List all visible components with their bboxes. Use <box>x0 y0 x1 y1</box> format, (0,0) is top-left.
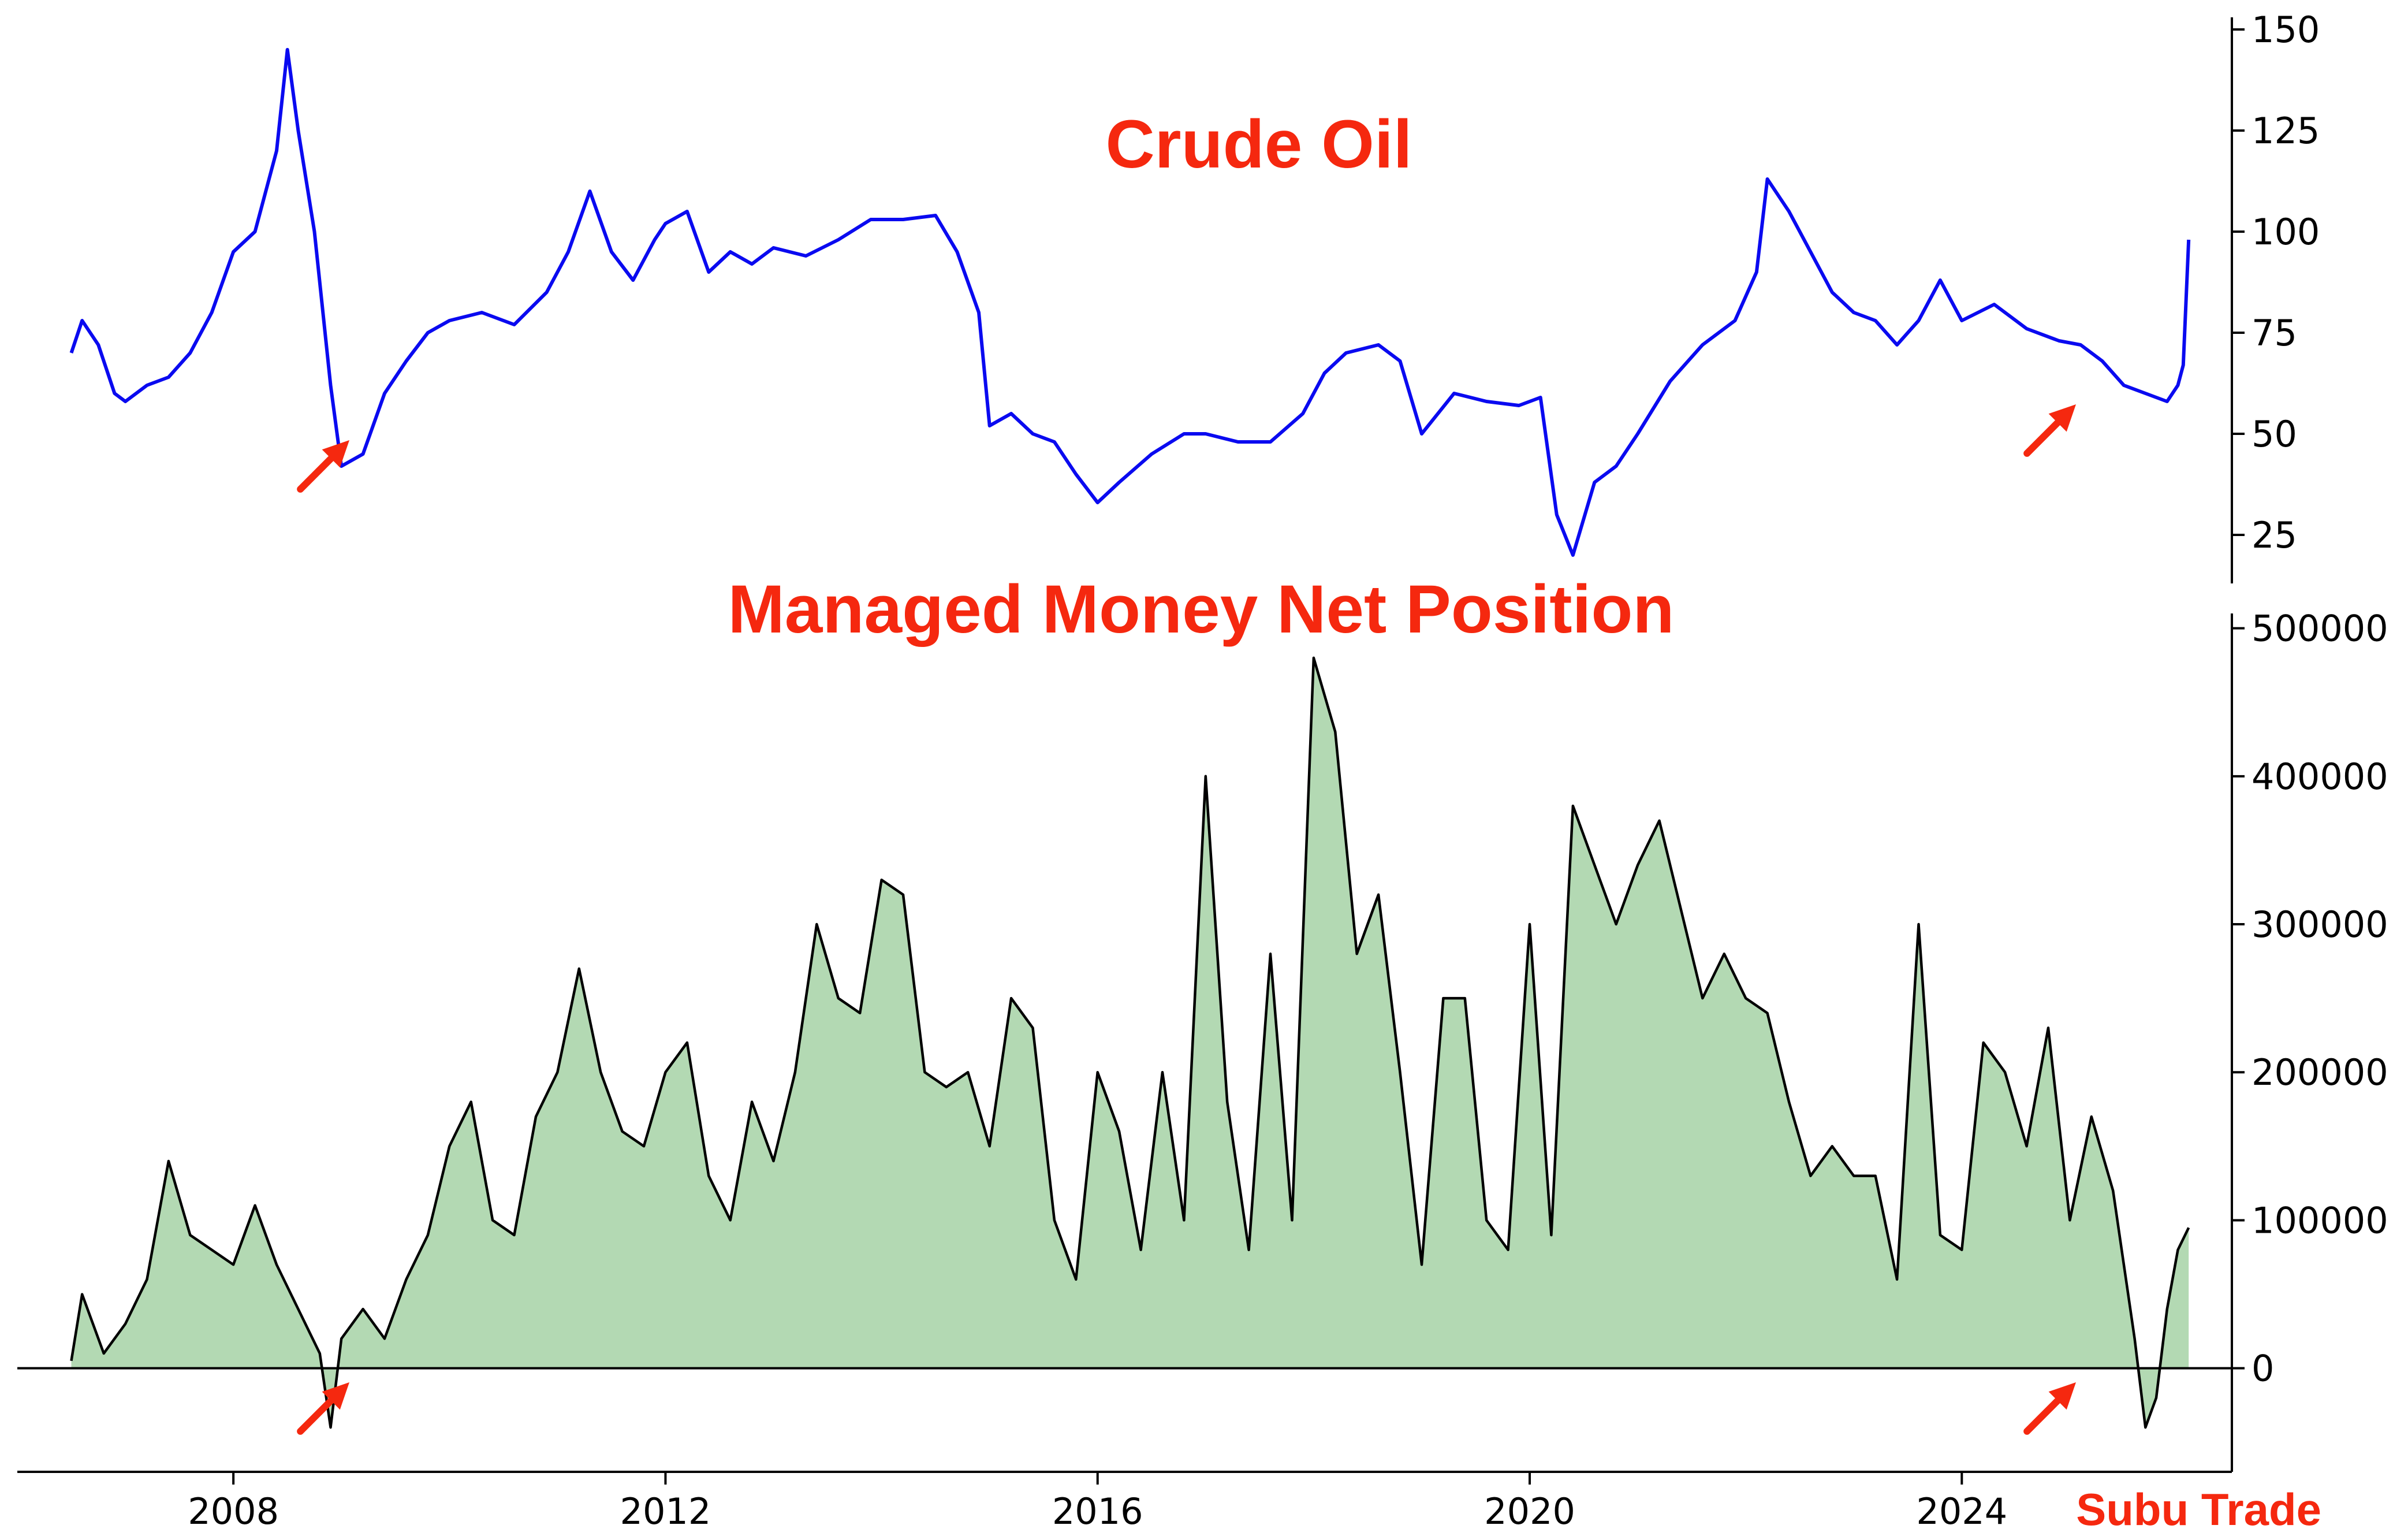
crude-oil-tick-label: 75 <box>2252 312 2297 354</box>
net-position-tick-label: 200000 <box>2252 1051 2388 1093</box>
date-x-axis: 2008 2012 2016 2020 2024 <box>17 1471 2232 1532</box>
crude-oil-arrow-2008 <box>297 440 349 493</box>
net-position-line <box>70 656 2190 1429</box>
x-tick-label: 2008 <box>188 1490 279 1532</box>
x-tick-label: 2020 <box>1484 1490 1575 1532</box>
crude-oil-line <box>69 48 2191 557</box>
net-position-title: Managed Money Net Position <box>728 571 1674 648</box>
net-position-tick-label: 400000 <box>2252 756 2388 798</box>
x-tick-label: 2016 <box>1052 1490 1143 1532</box>
crude-oil-tick-label: 50 <box>2252 413 2297 455</box>
net-position-area <box>71 657 2189 1428</box>
watermark-label: Subu Trade <box>2076 1484 2321 1535</box>
net-position-tick-label: 500000 <box>2252 608 2388 650</box>
net-position-arrow-2008 <box>297 1382 349 1435</box>
crude-oil-tick-label: 100 <box>2252 211 2320 253</box>
net-position-arrow-2025 <box>2023 1382 2076 1435</box>
crude-oil-title: Crude Oil <box>1105 106 1412 183</box>
crude-oil-panel: 25 50 75 100 125 150 Crude Oil <box>69 9 2320 583</box>
x-tick-label: 2012 <box>620 1490 711 1532</box>
x-tick-label: 2024 <box>1916 1490 2007 1532</box>
net-position-tick-label: 0 <box>2252 1348 2274 1390</box>
crude-oil-y-axis: 25 50 75 100 125 150 <box>2231 9 2320 583</box>
crude-oil-tick-label: 150 <box>2252 9 2320 51</box>
net-position-panel: 0 100000 200000 300000 400000 500000 2008 2012… <box>17 571 2388 1532</box>
crude-oil-tick-label: 25 <box>2252 514 2297 556</box>
annotation-arrows <box>297 404 2076 1435</box>
net-position-tick-label: 100000 <box>2252 1199 2388 1241</box>
net-position-y-axis: 0 100000 200000 300000 400000 500000 <box>2231 608 2388 1472</box>
crude-oil-arrow-2025 <box>2023 404 2076 457</box>
net-position-tick-label: 300000 <box>2252 903 2388 946</box>
crude-oil-tick-label: 125 <box>2252 110 2320 152</box>
